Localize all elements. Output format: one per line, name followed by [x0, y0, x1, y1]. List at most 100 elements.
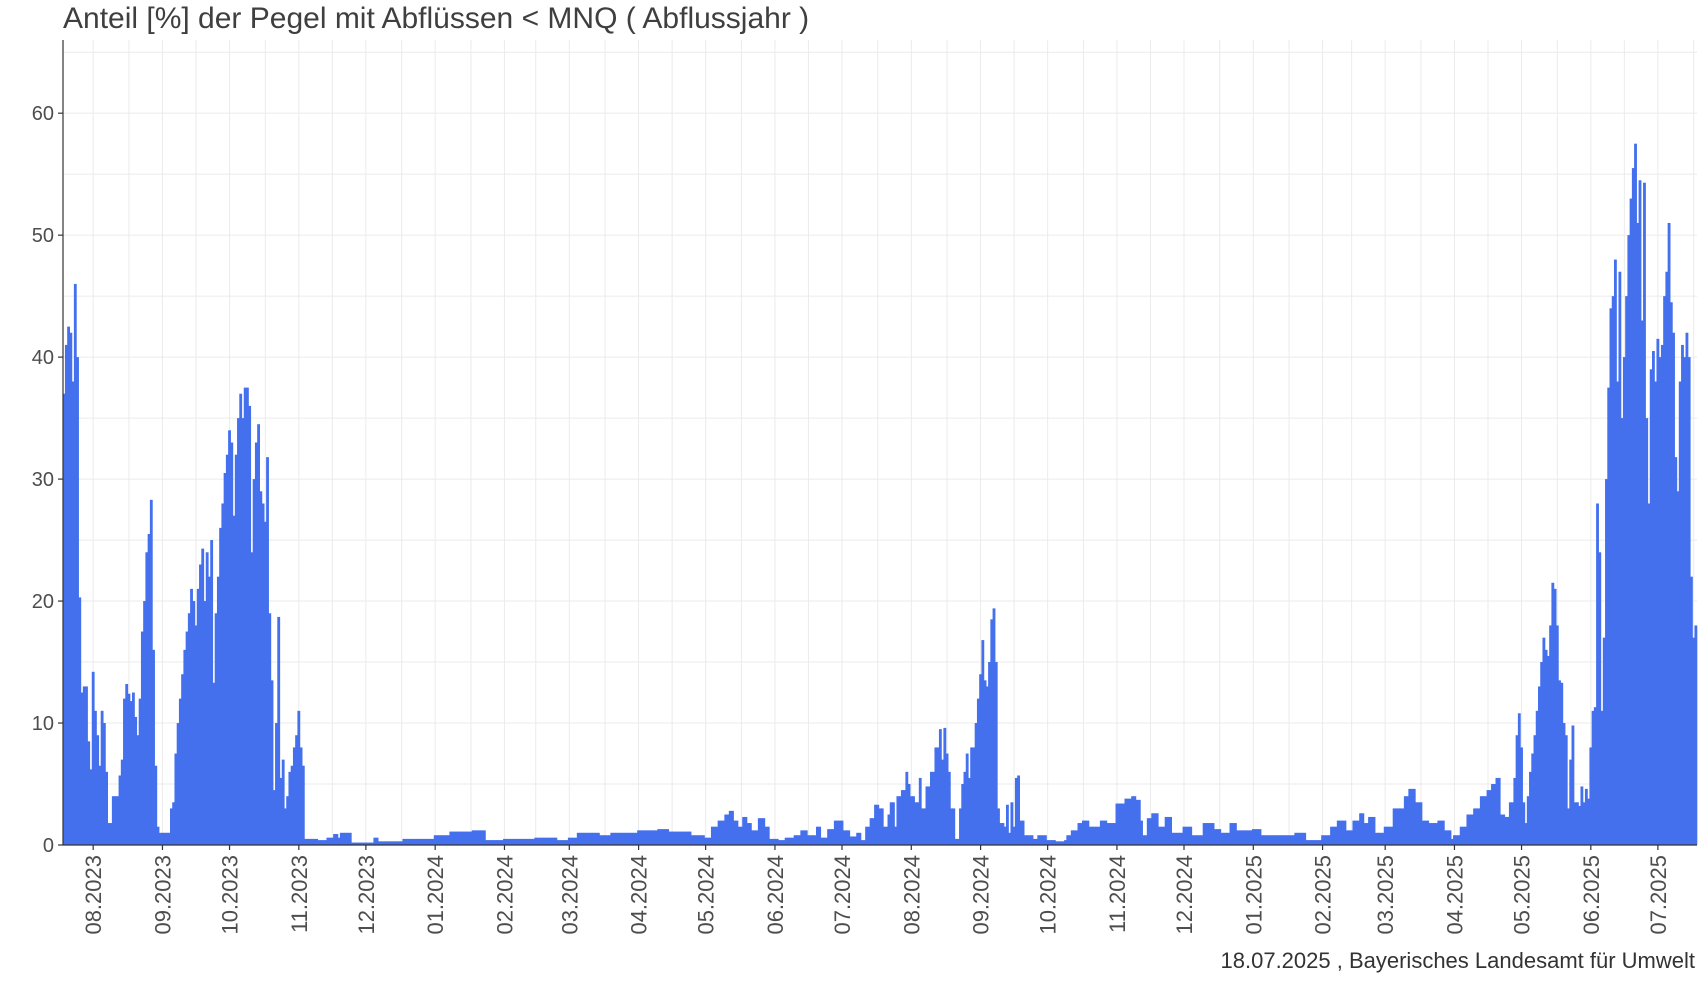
bar [1149, 818, 1152, 845]
bar [1437, 820, 1441, 845]
bar [1124, 798, 1128, 845]
x-tick-label: 03.2024 [557, 855, 582, 935]
bar [1620, 418, 1624, 845]
bar [386, 841, 390, 845]
bar [1137, 799, 1141, 845]
bar [1656, 338, 1660, 845]
bar [1692, 637, 1696, 845]
bar [757, 818, 761, 845]
bar [451, 831, 455, 845]
bar [1591, 710, 1595, 845]
bar [1341, 820, 1345, 845]
bar [1249, 830, 1253, 845]
bar [1629, 198, 1633, 845]
bar [1504, 816, 1508, 845]
bar [192, 601, 196, 845]
bar [377, 841, 381, 845]
bar [1209, 823, 1213, 845]
bar [1388, 826, 1392, 845]
bar [771, 838, 775, 845]
bar [1323, 835, 1327, 845]
bar [686, 831, 690, 845]
bar [646, 830, 649, 845]
bar [89, 769, 93, 845]
bar [874, 804, 877, 845]
bar [1377, 832, 1380, 845]
bar [681, 831, 685, 845]
bar [362, 842, 366, 845]
bar [422, 838, 426, 845]
bar [1001, 823, 1005, 845]
bar [413, 838, 417, 845]
bar [1361, 813, 1365, 845]
bar [840, 820, 844, 845]
bar [1028, 835, 1032, 845]
bar [1265, 835, 1269, 845]
bar [169, 808, 173, 845]
bar [791, 837, 795, 845]
bar [876, 804, 880, 845]
bar [688, 831, 692, 845]
bar [1276, 835, 1280, 845]
bar [581, 832, 585, 845]
bar [527, 838, 531, 845]
bar [1372, 816, 1376, 845]
bar [1343, 820, 1347, 845]
bar [1211, 823, 1215, 845]
bar [1495, 777, 1499, 845]
bar [270, 680, 274, 845]
bar [491, 840, 495, 845]
bar [599, 835, 603, 845]
bar [921, 808, 924, 845]
bar [950, 808, 953, 845]
bar [1613, 259, 1617, 845]
bar [69, 332, 73, 846]
bar [1061, 841, 1065, 845]
bar [1128, 798, 1132, 845]
bar [165, 832, 169, 845]
bar [1003, 826, 1007, 845]
bar [780, 840, 784, 845]
bar [1461, 826, 1465, 845]
bar [1529, 771, 1532, 845]
bar [520, 838, 524, 845]
bar [245, 387, 249, 845]
bar [905, 771, 909, 845]
bar [183, 649, 187, 845]
bar [585, 832, 589, 845]
bar [590, 832, 594, 845]
bar [344, 832, 348, 845]
y-tick-label: 40 [32, 347, 54, 369]
bar [1251, 829, 1255, 845]
bar [404, 838, 408, 845]
bar [509, 838, 513, 845]
bar [78, 597, 82, 845]
bar [161, 832, 164, 845]
bar [1602, 637, 1606, 845]
bar [1200, 835, 1204, 845]
bar [1019, 820, 1023, 845]
bar [1562, 723, 1566, 845]
bar [1643, 182, 1646, 845]
bar [485, 840, 489, 845]
bar [190, 588, 193, 845]
bar [1005, 804, 1009, 845]
bar [1363, 823, 1367, 845]
bar [478, 830, 482, 845]
bar [241, 418, 245, 845]
bar [333, 834, 337, 845]
bar [724, 814, 728, 845]
bar [1068, 835, 1072, 845]
bar [614, 832, 618, 845]
bar [1444, 830, 1447, 845]
bar [163, 832, 167, 845]
bar [1658, 357, 1662, 845]
bar [1334, 826, 1338, 845]
bar [1070, 830, 1074, 845]
y-tick-label: 10 [32, 713, 54, 735]
bar [1660, 344, 1664, 845]
bar [449, 831, 453, 845]
bar [1233, 823, 1237, 845]
bar [1403, 796, 1407, 845]
bar [1544, 649, 1548, 845]
